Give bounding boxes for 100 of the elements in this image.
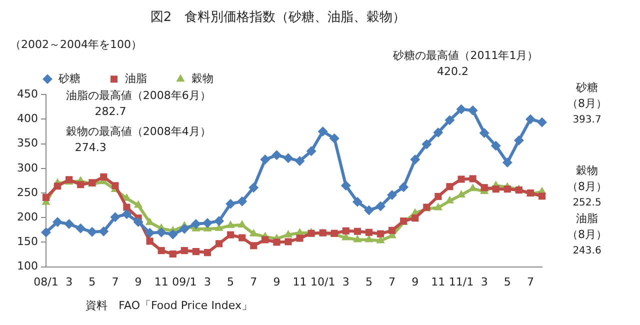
y-tick-label: 150 (16, 235, 38, 248)
x-tick-label: 5 (504, 275, 511, 288)
text: 油脂 (576, 212, 598, 225)
x-tick-label: 7 (526, 275, 534, 288)
point (412, 214, 419, 222)
point (226, 220, 235, 228)
point (40, 227, 51, 238)
point (376, 201, 386, 212)
point (179, 224, 190, 234)
point (468, 105, 478, 116)
annotation: 282.7 (94, 104, 126, 118)
point (387, 190, 398, 200)
point (52, 217, 63, 228)
point (456, 104, 466, 114)
point (248, 182, 259, 193)
x-tick-label: 11 (431, 275, 446, 288)
x-tick-label: 5 (88, 275, 96, 288)
point (365, 228, 373, 236)
point (169, 250, 176, 258)
point (100, 173, 108, 180)
point (434, 202, 443, 210)
point (215, 240, 223, 248)
point (144, 228, 155, 238)
x-tick-label: 3 (480, 275, 488, 288)
x-tick-label: 5 (227, 275, 234, 288)
point (158, 247, 165, 254)
x-tick-label: 09/1 (172, 275, 197, 288)
point (480, 184, 488, 192)
point (354, 228, 361, 235)
x-tick-label: 9 (273, 275, 280, 288)
point (446, 183, 454, 190)
point (340, 180, 351, 191)
legend-label: 油脂 (125, 72, 147, 85)
point (214, 216, 224, 226)
x-tick-label: 10/1 (310, 275, 336, 288)
point (433, 127, 444, 138)
point (192, 248, 200, 256)
point (422, 139, 432, 150)
point (134, 200, 143, 208)
point (329, 133, 340, 144)
text: 243.6 (572, 246, 602, 257)
point (110, 212, 120, 222)
point (537, 117, 547, 128)
text: 393.7 (572, 114, 602, 126)
y-tick-label: 300 (16, 161, 38, 174)
point (262, 236, 269, 244)
point (250, 242, 258, 250)
point (168, 229, 178, 240)
point (238, 220, 246, 228)
point (54, 182, 62, 190)
point (490, 140, 501, 151)
text: 砂糖の最高値（2011年1月） (392, 48, 538, 62)
point (388, 226, 396, 234)
point (98, 226, 109, 236)
x-tick-label: 3 (342, 275, 350, 288)
point (492, 186, 500, 193)
point (284, 238, 292, 246)
text: 砂糖 (575, 80, 598, 94)
point (410, 154, 420, 165)
text: （8月） (567, 180, 607, 193)
point (364, 205, 374, 216)
x-tick-label: 11 (292, 275, 307, 288)
point (525, 114, 536, 124)
point (133, 217, 144, 228)
text: （8月） (567, 96, 607, 110)
point (237, 196, 248, 206)
point (190, 218, 201, 229)
y-tick-label: 350 (16, 136, 38, 150)
point (479, 128, 490, 138)
text: 252.5 (572, 198, 602, 209)
x-tick-label: 7 (112, 275, 119, 288)
point (514, 135, 524, 146)
point (77, 181, 84, 188)
x-tick-label: 3 (66, 275, 73, 288)
point (294, 156, 305, 166)
point (444, 115, 455, 126)
point (398, 182, 409, 192)
text: 420.2 (436, 64, 468, 78)
point (306, 146, 316, 156)
x-tick-label: 9 (134, 275, 142, 288)
point (146, 238, 154, 245)
point (318, 126, 328, 136)
point (156, 227, 166, 238)
point (504, 186, 511, 193)
point (296, 234, 304, 242)
text: （8月） (567, 228, 607, 241)
point (238, 234, 246, 242)
legend-label: 穀物 (192, 72, 214, 85)
point (249, 228, 258, 236)
point (352, 196, 362, 207)
point (458, 176, 465, 183)
point (122, 209, 132, 220)
point (202, 218, 212, 228)
point (112, 182, 119, 190)
y-tick-label: 100 (16, 260, 38, 273)
x-tick-label: 5 (365, 275, 372, 288)
point (283, 153, 294, 164)
point (272, 150, 282, 160)
point (434, 192, 442, 200)
y-axis-title: （2002～2004年を100） (10, 38, 142, 51)
